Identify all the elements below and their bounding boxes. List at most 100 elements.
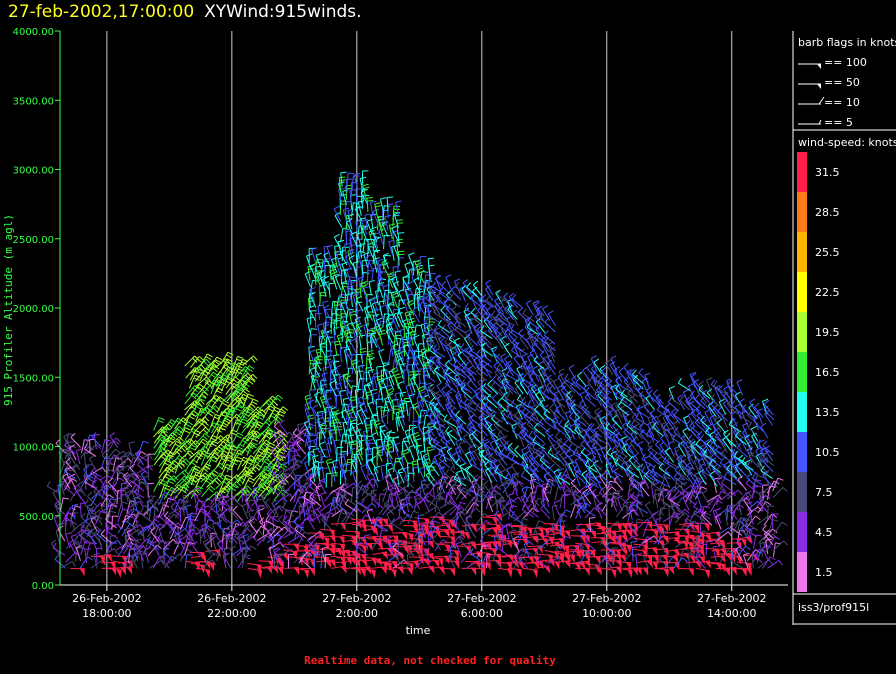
wind-barb bbox=[184, 392, 199, 405]
wind-barb-feather bbox=[116, 437, 121, 443]
wind-barb-shaft bbox=[165, 519, 175, 531]
wind-barb bbox=[127, 457, 140, 471]
wind-barb-feather bbox=[91, 471, 98, 475]
wind-barb-flag bbox=[116, 569, 122, 578]
wind-barb bbox=[99, 476, 108, 492]
wind-barb-feather bbox=[350, 419, 356, 423]
wind-barb-feather bbox=[308, 417, 315, 420]
wind-barb-feather bbox=[248, 365, 255, 370]
wind-barb-shaft bbox=[381, 489, 388, 503]
wind-barb-shaft bbox=[163, 551, 174, 562]
wind-barb-feather bbox=[315, 252, 322, 256]
wind-barb-feather bbox=[177, 534, 184, 538]
wind-barb-shaft bbox=[57, 528, 66, 542]
wind-barb-feather bbox=[117, 523, 122, 530]
wind-barb-feather bbox=[368, 442, 376, 444]
wind-barb-feather bbox=[292, 428, 298, 434]
wind-barb-feather bbox=[128, 528, 134, 534]
wind-barb-feather bbox=[373, 372, 380, 375]
wind-barb bbox=[76, 448, 83, 465]
wind-barb-shaft bbox=[153, 478, 161, 492]
wind-barb-feather bbox=[125, 473, 130, 479]
wind-barb-shaft bbox=[136, 505, 145, 518]
wind-barb-shaft bbox=[380, 465, 384, 480]
wind-barb-feather bbox=[194, 465, 201, 469]
wind-barb-shaft bbox=[105, 454, 115, 467]
wind-barb-shaft bbox=[117, 508, 124, 523]
wind-barb bbox=[192, 541, 201, 557]
wind-barb bbox=[322, 467, 329, 483]
wind-barb-shaft bbox=[184, 459, 194, 472]
wind-barb-feather bbox=[251, 545, 257, 550]
wind-barb-feather bbox=[198, 356, 204, 361]
wind-barb-shaft bbox=[157, 538, 171, 547]
wind-barb-feather bbox=[317, 410, 324, 413]
wind-barb bbox=[337, 239, 345, 256]
wind-barb-feather bbox=[349, 276, 356, 279]
wind-barb-feather bbox=[344, 242, 351, 245]
wind-barb bbox=[351, 567, 366, 578]
wind-barb-shaft bbox=[106, 448, 116, 461]
wind-barb-feather bbox=[163, 547, 168, 553]
wind-barb-shaft bbox=[368, 281, 372, 296]
wind-barb bbox=[133, 451, 147, 464]
wind-barb-feather bbox=[358, 364, 365, 367]
wind-barb-feather bbox=[353, 261, 360, 264]
wind-barb-feather bbox=[360, 350, 367, 353]
wind-barb bbox=[107, 567, 122, 578]
wind-barb-feather bbox=[374, 202, 381, 205]
wind-barb-shaft bbox=[371, 498, 384, 509]
wind-barb-shaft bbox=[173, 445, 184, 456]
wind-barb bbox=[87, 529, 98, 545]
wind-barb-shaft bbox=[163, 475, 175, 486]
wind-barb-feather bbox=[284, 473, 292, 475]
wind-barb-shaft bbox=[143, 522, 155, 532]
wind-barb-feather bbox=[202, 538, 209, 543]
wind-barb-feather bbox=[373, 257, 380, 260]
wind-barb bbox=[65, 457, 76, 473]
wind-barb bbox=[64, 464, 81, 473]
wind-barb-feather bbox=[192, 357, 198, 363]
wind-barb-shaft bbox=[93, 554, 98, 569]
wind-barb-shaft bbox=[339, 347, 342, 362]
wind-barb-shaft bbox=[105, 530, 119, 540]
wind-barb bbox=[128, 441, 135, 457]
wind-barb-shaft bbox=[169, 489, 174, 503]
wind-barb-feather bbox=[83, 443, 88, 450]
wind-barb bbox=[91, 479, 102, 495]
wind-barb-shaft bbox=[308, 346, 311, 361]
wind-barb-feather bbox=[258, 508, 265, 511]
wind-barb bbox=[308, 328, 318, 343]
wind-barb-flag bbox=[370, 569, 376, 579]
wind-barb bbox=[179, 427, 191, 441]
wind-barb-feather bbox=[142, 510, 147, 516]
wind-barb bbox=[356, 408, 364, 425]
wind-barb bbox=[163, 547, 174, 562]
wind-barb-feather bbox=[208, 487, 214, 493]
wind-barb-feather bbox=[135, 513, 142, 515]
wind-barb-shaft bbox=[174, 483, 186, 494]
wind-barb bbox=[122, 472, 133, 488]
wind-barb-feather bbox=[384, 313, 391, 315]
wind-barb-feather bbox=[276, 553, 283, 555]
wind-barb bbox=[101, 439, 111, 454]
wind-barb-feather bbox=[80, 523, 86, 530]
wind-barb-feather bbox=[185, 440, 191, 446]
wind-barb-feather bbox=[94, 433, 101, 436]
wind-barb-feather bbox=[309, 349, 316, 353]
wind-barb-shaft bbox=[317, 305, 321, 320]
wind-barb-shaft bbox=[106, 511, 111, 525]
wind-barb-shaft bbox=[340, 228, 344, 243]
wind-barb-feather bbox=[194, 367, 200, 372]
wind-barb-feather bbox=[305, 397, 312, 400]
wind-barb-shaft bbox=[277, 540, 290, 550]
wind-barb bbox=[200, 503, 212, 519]
wind-barb-shaft bbox=[144, 549, 149, 563]
wind-barb-shaft bbox=[101, 439, 106, 454]
wind-barb-feather bbox=[100, 510, 107, 515]
wind-barb-feather bbox=[183, 429, 190, 434]
wind-barb-feather bbox=[337, 453, 344, 456]
wind-barb-feather bbox=[159, 553, 165, 559]
wind-barb-feather bbox=[53, 515, 60, 519]
wind-barb-shaft bbox=[365, 256, 374, 270]
